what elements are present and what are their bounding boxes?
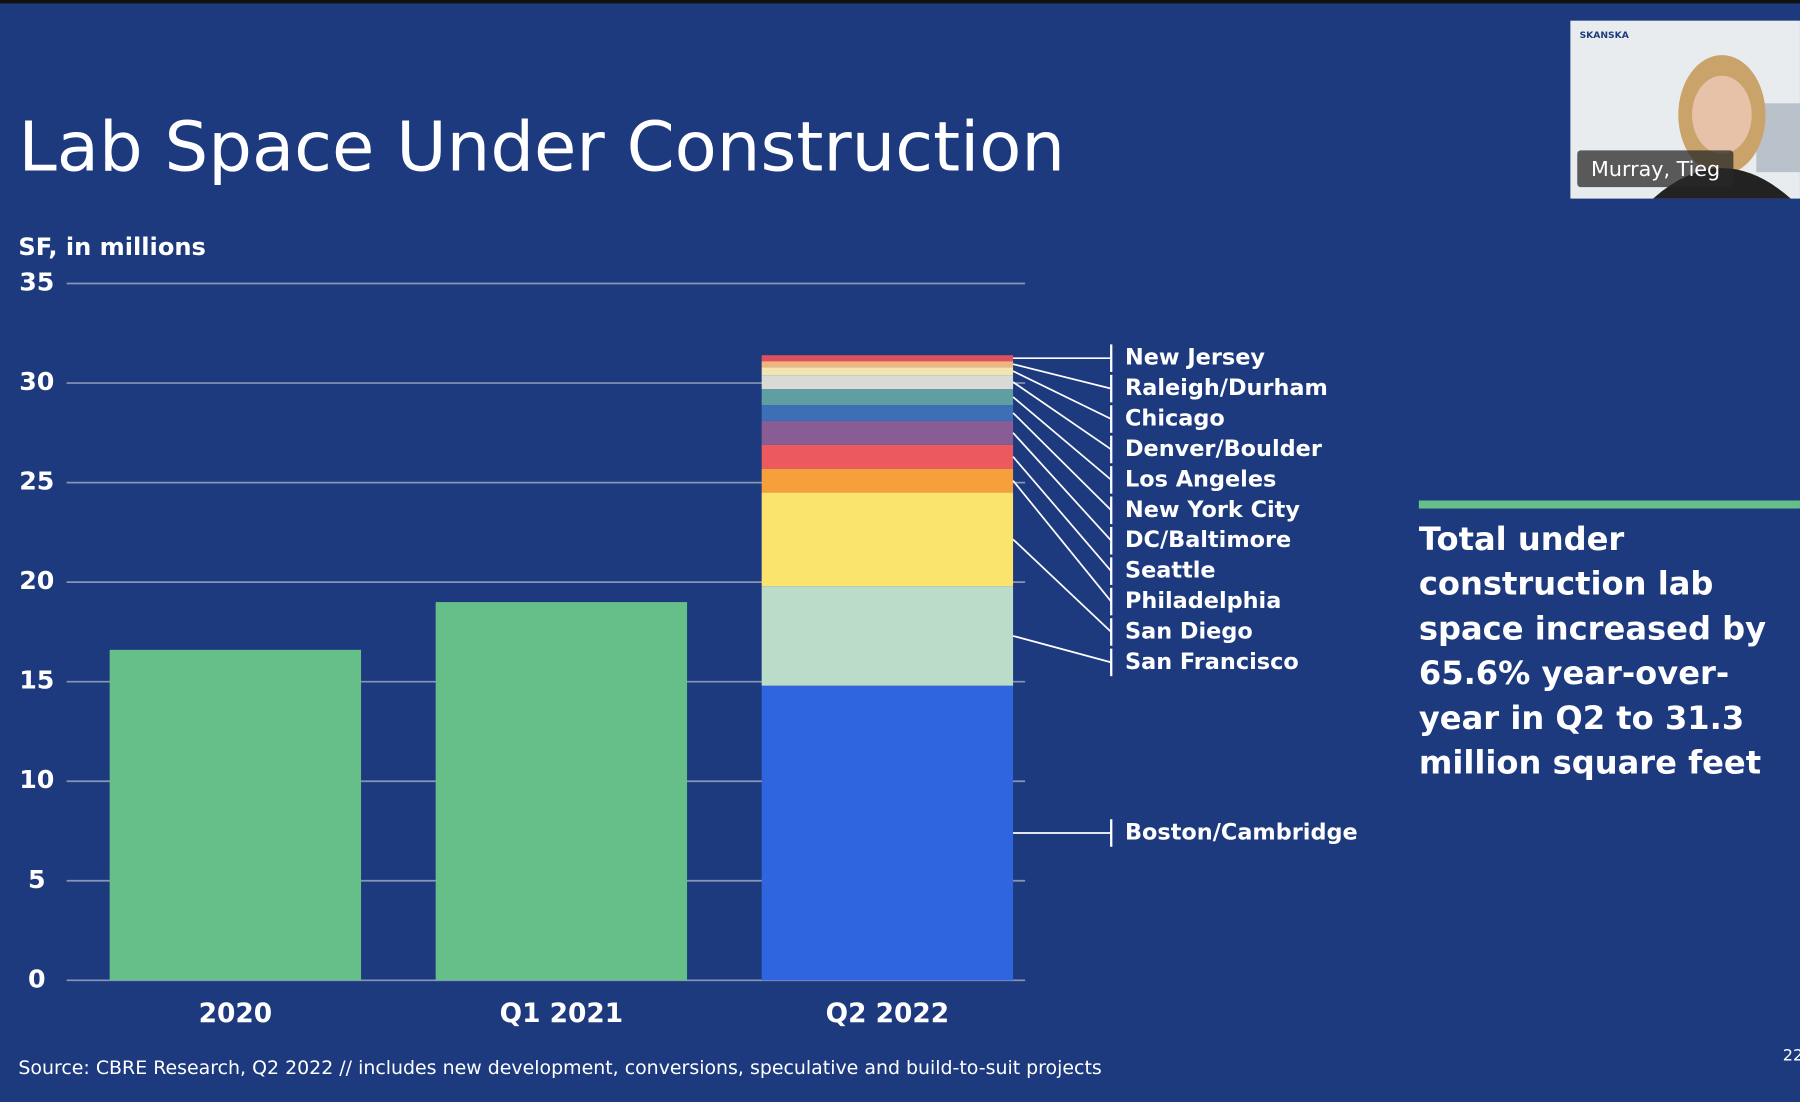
region-label: Los Angeles [1125, 466, 1276, 492]
bar-segment [761, 375, 1014, 390]
callout-box: Total under construction lab space incre… [1418, 520, 1767, 782]
bar-segment [761, 492, 1014, 587]
y-tick-label: 5 [28, 865, 46, 894]
video-logo: SKANSKA [1580, 30, 1630, 41]
leader-line [1012, 381, 1112, 451]
x-tick-label: Q1 2021 [500, 998, 623, 1029]
x-tick-label: 2020 [199, 998, 272, 1029]
y-tick-label: 25 [19, 467, 54, 496]
leader-line [1012, 412, 1112, 511]
bar-segment [761, 468, 1014, 493]
y-tick-label: 0 [28, 964, 46, 993]
leader-line [1012, 538, 1112, 633]
y-tick-label: 15 [19, 666, 54, 695]
region-label: Chicago [1125, 406, 1225, 432]
y-tick-label: 35 [19, 268, 54, 297]
bar-segment [761, 404, 1014, 421]
bar-segment [761, 355, 1014, 362]
bar-segment [761, 444, 1014, 469]
region-label: San Diego [1125, 618, 1253, 644]
bar-segment [761, 586, 1014, 686]
region-label: Philadelphia [1125, 588, 1281, 614]
bar-segment [761, 367, 1014, 376]
leader-line [1012, 363, 1112, 390]
y-tick-label: 30 [19, 367, 54, 396]
top-border [0, 0, 1800, 4]
region-label: Raleigh/Durham [1125, 375, 1328, 401]
region-label: San Francisco [1125, 649, 1299, 675]
region-label: Boston/Cambridge [1125, 820, 1358, 846]
callout-rule [1418, 500, 1800, 509]
region-label: Denver/Boulder [1125, 436, 1322, 462]
leader-line [1012, 432, 1112, 542]
bar-segment [761, 389, 1014, 405]
callout-text: Total under construction lab space incre… [1418, 520, 1767, 782]
name-tag [1577, 150, 1734, 188]
y-tick-label: 10 [19, 765, 54, 794]
page-number: 22 [1783, 1046, 1800, 1065]
bar-segment [761, 361, 1014, 368]
bar-segment [761, 420, 1014, 445]
leader-line [1012, 635, 1112, 664]
video-tile: SKANSKA Murray, Tieg [1570, 20, 1800, 199]
x-tick-label: Q2 2022 [826, 998, 949, 1029]
leader-line [1012, 480, 1112, 603]
bar-segment [761, 685, 1014, 981]
region-label: New Jersey [1125, 345, 1265, 371]
leader-line [1012, 396, 1112, 481]
leader-line [1012, 456, 1112, 572]
leader-line [1012, 370, 1112, 420]
person-face [1692, 75, 1752, 154]
source-note: Source: CBRE Research, Q2 2022 // includ… [18, 1057, 1101, 1079]
bar-segment [435, 602, 688, 981]
bar-segment [109, 649, 362, 981]
y-axis-label: SF, in millions [18, 233, 205, 261]
participant-name: Murray, Tieg [1591, 157, 1720, 181]
y-tick-label: 20 [19, 566, 54, 595]
chart-title: Lab Space Under Construction [18, 108, 1065, 188]
region-label: New York City [1125, 497, 1300, 523]
region-label: Seattle [1125, 558, 1216, 584]
region-label: DC/Baltimore [1125, 527, 1291, 553]
